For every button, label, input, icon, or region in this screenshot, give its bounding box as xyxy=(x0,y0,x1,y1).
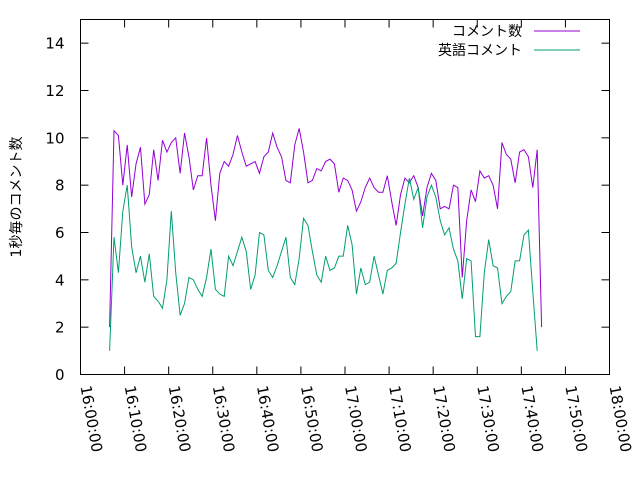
x-tick-label: 17:40:00 xyxy=(517,384,546,453)
x-axis-ticks: 16:00:00 16:10:00 16:20:00 16:30:00 16:40:00… xyxy=(77,19,635,454)
y-tick-label: 10 xyxy=(45,129,64,147)
series-line-1 xyxy=(109,177,538,351)
y-tick-label: 2 xyxy=(55,319,65,337)
x-tick-label: 17:10:00 xyxy=(385,384,414,453)
x-tick-label: 16:40:00 xyxy=(253,384,282,453)
x-tick-label: 16:10:00 xyxy=(121,384,150,453)
x-tick-label: 16:30:00 xyxy=(209,384,238,453)
x-tick-label: 17:00:00 xyxy=(341,384,370,453)
x-tick-label: 17:20:00 xyxy=(429,384,458,453)
y-tick-label: 4 xyxy=(55,271,65,289)
y-axis-ticks: 0 2 4 6 8 10 12 14 xyxy=(45,35,610,384)
y-tick-label: 6 xyxy=(55,224,65,242)
y-tick-label: 14 xyxy=(45,35,64,53)
x-tick-label: 16:50:00 xyxy=(297,384,326,453)
legend: コメント数 英語コメント xyxy=(438,24,580,59)
x-tick-label: 17:50:00 xyxy=(561,384,590,453)
x-tick-label: 17:30:00 xyxy=(473,384,502,453)
x-tick-label: 16:20:00 xyxy=(165,384,194,453)
legend-label-comment-count: コメント数 xyxy=(452,24,522,40)
y-tick-label: 8 xyxy=(55,177,65,195)
y-tick-label: 12 xyxy=(45,82,64,100)
series-line-0 xyxy=(109,128,543,328)
series-lines xyxy=(109,128,543,351)
plot-frame xyxy=(80,19,610,375)
x-tick-label: 16:00:00 xyxy=(77,384,106,453)
legend-label-english-comments: 英語コメント xyxy=(438,42,522,59)
y-axis-label: 1秒毎のコメント数 xyxy=(9,137,25,258)
x-tick-label: 18:00:00 xyxy=(606,384,635,453)
y-tick-label: 0 xyxy=(55,366,65,384)
